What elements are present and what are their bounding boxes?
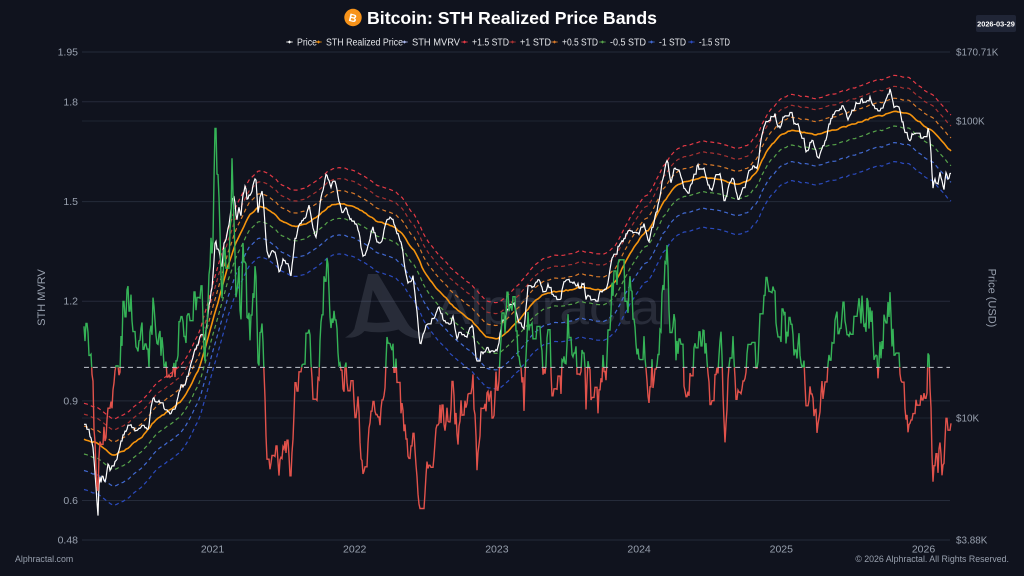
svg-text:1.8: 1.8 xyxy=(63,96,78,108)
svg-text:$10K: $10K xyxy=(956,414,979,425)
svg-text:Price (USD): Price (USD) xyxy=(986,269,998,328)
svg-text:+1.5 STD: +1.5 STD xyxy=(472,38,509,49)
svg-text:0.48: 0.48 xyxy=(58,535,79,547)
svg-text:+1 STD: +1 STD xyxy=(520,38,551,49)
svg-text:B: B xyxy=(347,12,357,25)
svg-text:STH MVRV: STH MVRV xyxy=(412,38,460,49)
svg-text:0.9: 0.9 xyxy=(63,395,78,407)
svg-text:© 2026 Alphractal. All Rights: © 2026 Alphractal. All Rights Reserved. xyxy=(855,554,1009,564)
svg-text:$100K: $100K xyxy=(956,117,985,128)
svg-text:2026: 2026 xyxy=(912,544,936,556)
svg-text:Bitcoin: STH Realized Price Ba: Bitcoin: STH Realized Price Bands xyxy=(367,8,657,28)
svg-text:+0.5 STD: +0.5 STD xyxy=(562,38,598,49)
svg-text:Price: Price xyxy=(297,38,317,49)
svg-text:-1.5 STD: -1.5 STD xyxy=(699,38,730,49)
svg-text:1.95: 1.95 xyxy=(58,47,79,59)
svg-text:2025: 2025 xyxy=(770,544,794,556)
svg-text:2021: 2021 xyxy=(201,544,225,556)
svg-text:2023: 2023 xyxy=(485,544,509,556)
svg-text:1.2: 1.2 xyxy=(63,296,78,308)
svg-text:STH MVRV: STH MVRV xyxy=(36,269,48,326)
svg-text:Alphractal.com: Alphractal.com xyxy=(15,554,73,564)
svg-text:0.6: 0.6 xyxy=(63,495,78,507)
svg-text:1.5: 1.5 xyxy=(63,196,78,208)
svg-text:$3.88K: $3.88K xyxy=(956,536,988,547)
svg-text:2024: 2024 xyxy=(627,544,651,556)
svg-text:2022: 2022 xyxy=(343,544,367,556)
svg-text:-1 STD: -1 STD xyxy=(659,38,686,49)
svg-text:STH Realized Price: STH Realized Price xyxy=(326,38,403,49)
svg-text:2026-03-29: 2026-03-29 xyxy=(977,20,1015,29)
svg-text:-0.5 STD: -0.5 STD xyxy=(610,38,646,49)
svg-text:$170.71K: $170.71K xyxy=(956,48,999,59)
